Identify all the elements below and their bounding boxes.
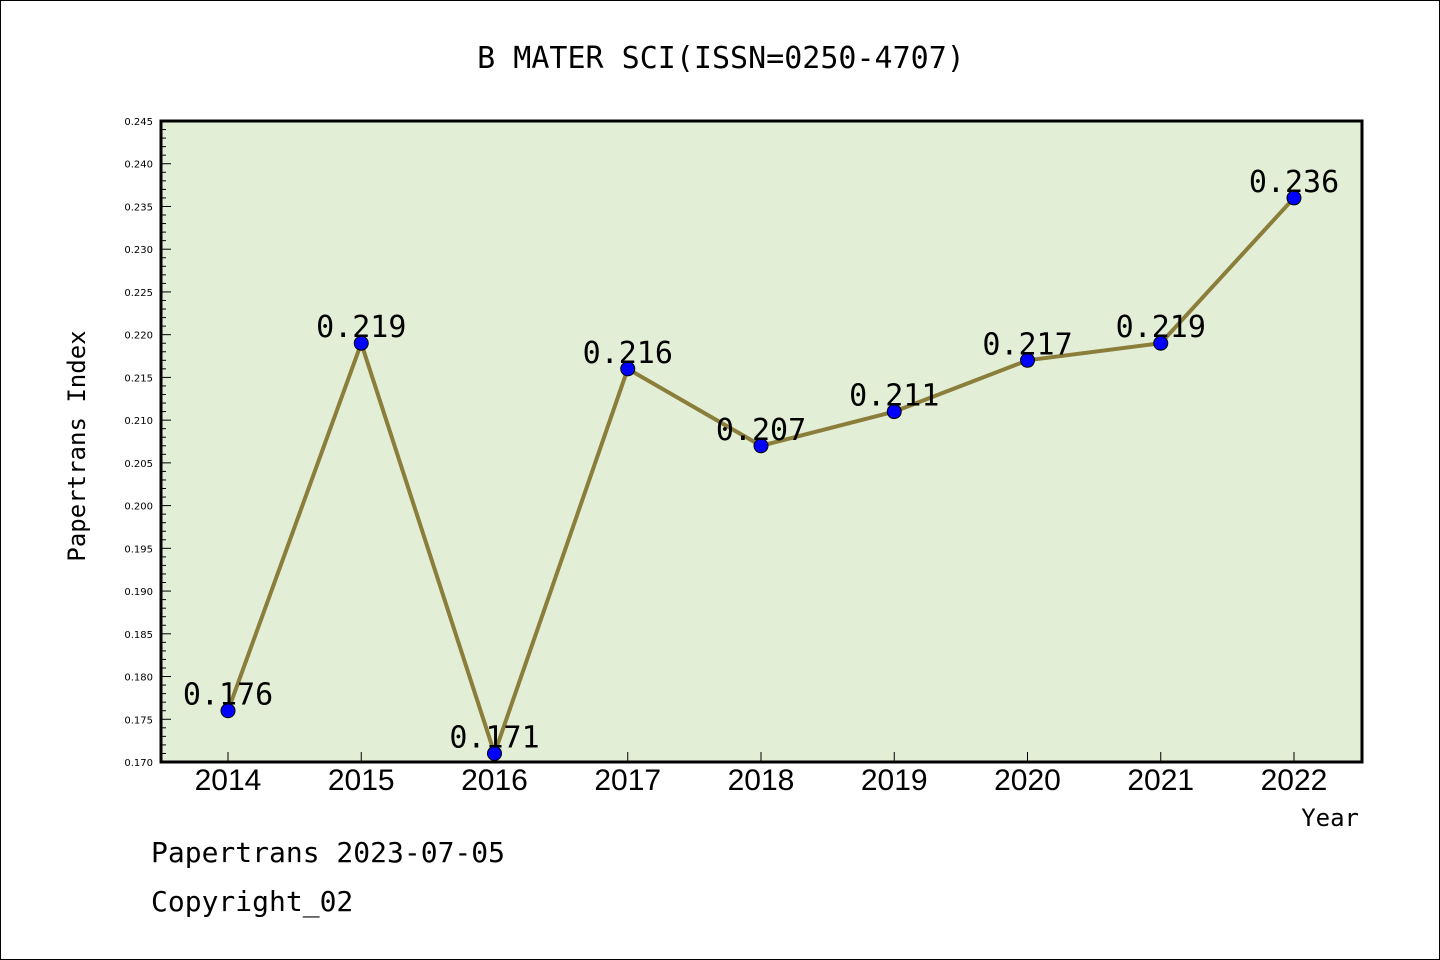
data-point <box>1286 190 1302 206</box>
y-axis-ticks: 0.170 0.175 0.180 0.185 0.190 0.195 0.200 0.205… <box>124 117 171 769</box>
data-point <box>886 404 902 420</box>
x-tick-label: 2018 <box>728 764 795 797</box>
x-tick-label: 2017 <box>594 764 661 797</box>
y-tick-label: 0.195 <box>124 544 153 555</box>
x-tick-label: 2015 <box>328 764 395 797</box>
y-tick-label: 0.180 <box>124 673 153 684</box>
data-label: 0.171 <box>449 720 539 755</box>
y-tick-label: 0.240 <box>124 160 153 171</box>
y-tick-label: 0.190 <box>124 587 153 598</box>
y-tick-label: 0.205 <box>124 459 153 470</box>
y-axis-title: Papertrans Index <box>63 330 91 561</box>
data-label: 0.219 <box>316 310 406 345</box>
y-tick-label: 0.215 <box>124 373 153 384</box>
y-tick-label: 0.175 <box>124 715 153 726</box>
x-axis-ticks: 2014 2015 2016 2017 2018 2019 2020 2021 2022 <box>195 752 1328 797</box>
data-point <box>1153 335 1169 351</box>
y-tick-label: 0.235 <box>124 202 153 213</box>
data-point <box>753 438 769 454</box>
data-label: 0.211 <box>849 379 939 414</box>
data-label: 0.176 <box>183 678 273 713</box>
data-point <box>353 335 369 351</box>
x-axis-title: Year <box>1301 804 1359 832</box>
data-point <box>220 703 236 719</box>
data-label: 0.216 <box>583 336 673 371</box>
data-label: 0.219 <box>1116 310 1206 345</box>
data-point <box>620 361 636 377</box>
y-tick-label: 0.170 <box>124 758 153 769</box>
data-label: 0.207 <box>716 413 806 448</box>
y-tick-label: 0.210 <box>124 416 153 427</box>
y-tick-label: 0.200 <box>124 502 153 513</box>
data-point <box>1020 352 1035 368</box>
data-point <box>487 745 502 761</box>
footer-date-text: Papertrans 2023-07-05 <box>151 836 506 869</box>
footer-copyright-text: Copyright_02 <box>151 885 354 918</box>
x-tick-label: 2014 <box>195 764 262 797</box>
data-labels: 0.176 0.219 0.171 0.216 0.207 0.211 0.217 0.219… <box>183 165 1339 756</box>
y-tick-label: 0.185 <box>124 630 153 641</box>
data-label: 0.217 <box>982 327 1072 362</box>
x-tick-label: 2019 <box>861 764 928 797</box>
chart-title: B MATER SCI(ISSN=0250-4707) <box>477 41 965 76</box>
x-tick-label: 2016 <box>461 764 528 797</box>
x-tick-label: 2020 <box>994 764 1061 797</box>
x-tick-label: 2021 <box>1127 764 1194 797</box>
y-tick-label: 0.245 <box>124 117 153 128</box>
y-tick-label: 0.220 <box>124 331 153 342</box>
x-tick-label: 2022 <box>1261 764 1328 797</box>
y-tick-label: 0.225 <box>124 288 153 299</box>
data-label: 0.236 <box>1249 165 1339 200</box>
series-papertrans-index <box>220 190 1302 761</box>
y-tick-label: 0.230 <box>124 245 153 256</box>
